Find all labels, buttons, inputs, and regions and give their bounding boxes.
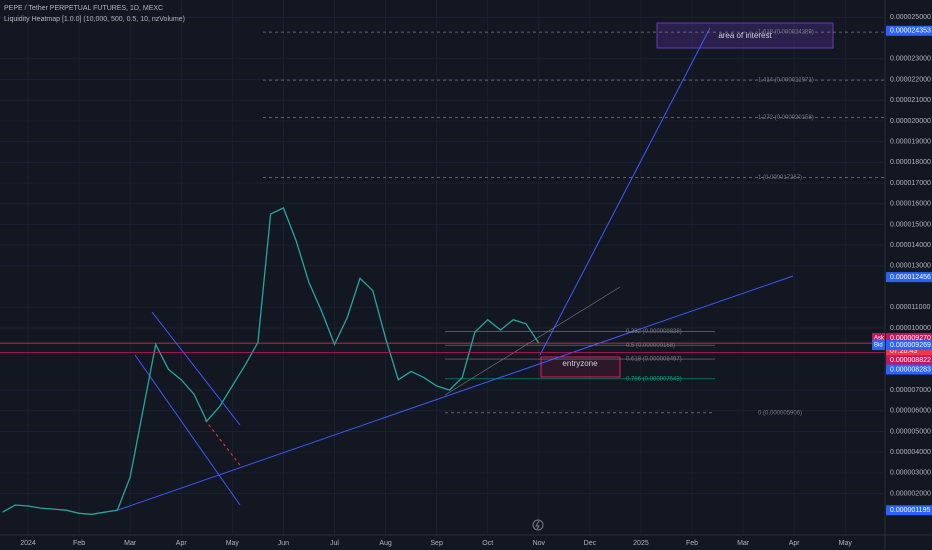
y-tick-label: 0.000019000: [890, 138, 931, 145]
y-tick-label: 0.000016000: [890, 201, 931, 208]
price-tag: [886, 333, 932, 344]
price-label: 0.000001195: [890, 507, 930, 514]
y-tick-label: 0.000020000: [890, 118, 931, 125]
y-tick-label: 0.000022000: [890, 76, 931, 83]
tag-box: [872, 340, 885, 351]
x-tick-label: Jul: [330, 540, 339, 547]
y-tick-label: 0.000005000: [890, 428, 931, 435]
countdown-label: 07:20:43: [890, 348, 917, 355]
fib-label: 0.618 (0.000008497): [626, 357, 682, 363]
price-line: [2, 207, 540, 515]
y-tick-label: 0.000006000: [890, 408, 931, 415]
x-tick-label: Feb: [73, 540, 85, 547]
area-of-interest-box: [656, 22, 834, 49]
price-tag: [886, 355, 932, 366]
price-tag: [886, 340, 932, 351]
y-tick-label: 0.000017000: [890, 180, 931, 187]
x-tick-label: Jun: [278, 540, 289, 547]
price-tag: [886, 364, 932, 375]
trend-line: [117, 275, 794, 511]
price-label: 0.000008822: [890, 357, 931, 364]
annotation: area of interest: [718, 31, 772, 40]
x-tick-label: Dec: [584, 540, 597, 547]
y-tick-label: 0.000021000: [890, 97, 931, 104]
price-label: 0.000008283: [890, 366, 931, 373]
channel-line: [151, 311, 241, 426]
price-tag: [886, 505, 932, 516]
grid: [0, 0, 885, 535]
x-tick-label: Mar: [124, 540, 137, 547]
channel-line: [134, 354, 241, 506]
y-tick-label: 0.000002000: [890, 490, 931, 497]
y-tick-label: 0.000004000: [890, 449, 931, 456]
x-tick-label: 2025: [633, 540, 649, 547]
y-tick-label: 0.000015000: [890, 221, 931, 228]
bolt-icon: [535, 520, 540, 530]
x-tick-label: May: [226, 540, 240, 547]
annotation: entryzone: [562, 359, 598, 368]
x-tick-label: Apr: [176, 540, 188, 547]
x-tick-label: Oct: [482, 540, 493, 547]
price-tag: [886, 272, 932, 283]
fib-label: 0.786 (0.000007543): [626, 376, 682, 382]
entry-zone-box: [540, 356, 621, 378]
x-tick-label: Sep: [430, 540, 443, 547]
fib-label: 1.414 (0.000021971): [758, 78, 814, 84]
fib-label: 0.382 (0.000009838): [626, 329, 682, 335]
y-tick-label: 0.000025000: [890, 14, 931, 21]
fib-label: 0.5 (0.000009168): [626, 343, 675, 349]
replay-icon[interactable]: [532, 519, 544, 531]
x-tick-label: Apr: [789, 540, 801, 547]
fib-label: 1.272 (0.000020158): [758, 115, 814, 121]
x-tick-label: Aug: [379, 540, 392, 547]
price-label: 0.000012456: [890, 274, 931, 281]
tag-label: Ask: [874, 336, 885, 342]
price-label: 0.000024353: [890, 28, 931, 35]
fib-label: 0 (0.000005906): [758, 410, 802, 416]
y-tick-label: 0.000013000: [890, 263, 931, 270]
fib-label: 1.618 (0.000024289): [758, 30, 814, 36]
fib-label: 1 (0.000017267): [758, 175, 802, 181]
guide-line: [444, 286, 621, 396]
y-tick-label: 0.000007000: [890, 387, 931, 394]
price-tag: [886, 25, 932, 36]
y-tick-label: 0.000018000: [890, 159, 931, 166]
x-tick-label: Nov: [533, 540, 546, 547]
tag-box: [872, 333, 885, 344]
price-label: 0.000009270: [890, 335, 931, 342]
chart-title: PEPE / Tether PERPETUAL FUTURES, 1D, MEX…: [4, 5, 163, 12]
tag-label: Bid: [874, 343, 883, 349]
x-tick-label: Feb: [686, 540, 698, 547]
x-tick-label: Mar: [737, 540, 750, 547]
projection-line: [539, 27, 711, 356]
x-tick-label: 2024: [20, 540, 36, 547]
y-tick-label: 0.000023000: [890, 56, 931, 63]
y-tick-label: 0.000010000: [890, 325, 931, 332]
indicator-label: Liquidity Heatmap [1.0.0] (10,000, 500, …: [4, 16, 185, 23]
y-tick-label: 0.000011000: [890, 304, 930, 311]
y-tick-label: 0.000014000: [890, 242, 931, 249]
price-label: 0.000009269: [890, 342, 931, 349]
y-tick-label: 0.000003000: [890, 470, 931, 477]
x-tick-label: May: [839, 540, 853, 547]
